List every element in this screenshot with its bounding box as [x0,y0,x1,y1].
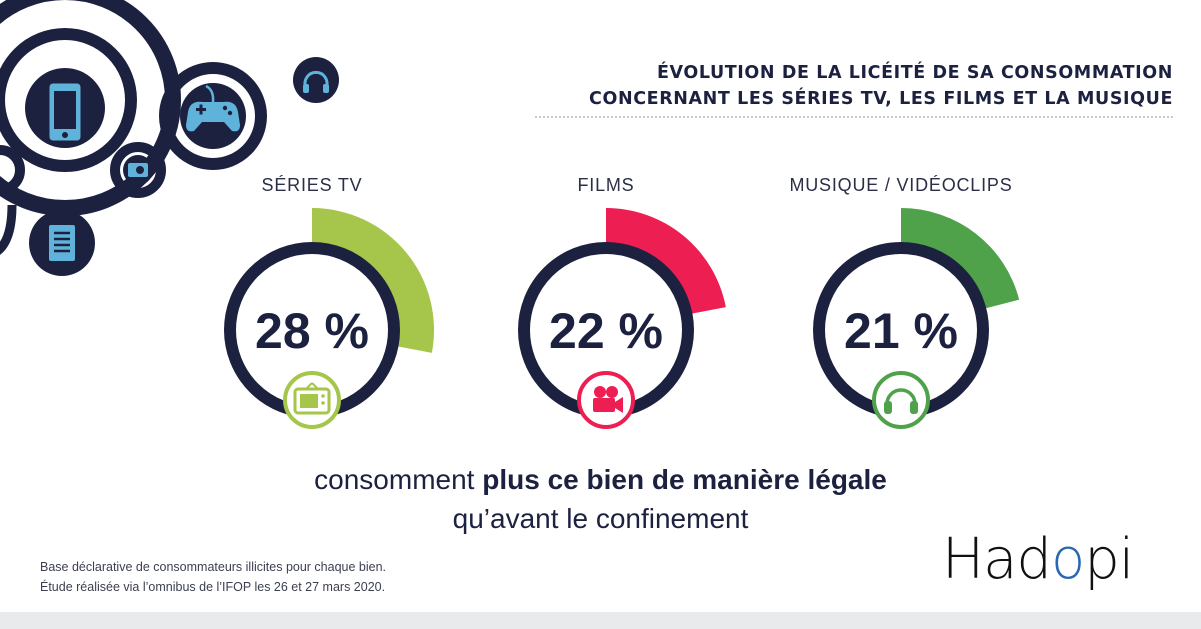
value-wedge-musique [901,208,1020,312]
hadopi-logo: Hadopi [942,527,1134,592]
footnote-line-1: Base déclarative de consommateurs illici… [40,560,387,574]
phone-icon [25,68,105,148]
category-label-films: FILMS [577,175,635,195]
title-line-2: CONCERNANT LES SÉRIES TV, LES FILMS ET L… [589,89,1173,109]
donut-series-tv: SÉRIES TV 28 % [152,170,472,450]
title-line-1: ÉVOLUTION DE LA LICÉITÉ DE SA CONSOMMATI… [656,63,1173,83]
donut-films: FILMS 22 % [446,170,766,450]
donut-svg-series-tv: 28 % [224,208,434,429]
title-divider [535,116,1173,118]
value-label-musique: 21 % [844,303,958,359]
logo-part-2: o [1050,527,1085,592]
camera-icon [123,155,153,185]
caption-line-2: qu’avant le confinement [452,503,749,534]
value-wedge-films [606,208,726,317]
chart-title: ÉVOLUTION DE LA LICÉITÉ DE SA CONSOMMATI… [589,60,1173,112]
footnote: Base déclarative de consommateurs illici… [40,557,386,597]
category-label-series-tv: SÉRIES TV [261,175,363,195]
headphones-icon [872,371,930,429]
footnote-line-2: Étude réalisée via l’omnibus de l’IFOP l… [40,580,386,594]
logo-part-1: Had [942,527,1052,592]
value-label-films: 22 % [549,303,663,359]
logo-part-3: pi [1084,527,1134,592]
donut-svg-films: 22 % [518,208,726,429]
tablet-icon [29,210,95,276]
caption-bold: plus ce bien de manière légale [482,464,887,495]
donut-svg-musique: 21 % [813,208,1020,429]
tv-icon [283,371,341,429]
headset-icon [293,57,339,103]
value-label-series-tv: 28 % [255,303,369,359]
caption-prefix: consomment [314,464,483,495]
film-camera-icon [577,371,635,429]
caption-line-1: consomment plus ce bien de manière légal… [0,464,1201,496]
gamepad-icon [180,83,246,149]
devices-illustration [0,0,339,276]
bottom-band [0,612,1201,629]
donut-musique: MUSIQUE / VIDÉOCLIPS 21 % [741,170,1061,450]
category-label-musique: MUSIQUE / VIDÉOCLIPS [789,175,1013,195]
